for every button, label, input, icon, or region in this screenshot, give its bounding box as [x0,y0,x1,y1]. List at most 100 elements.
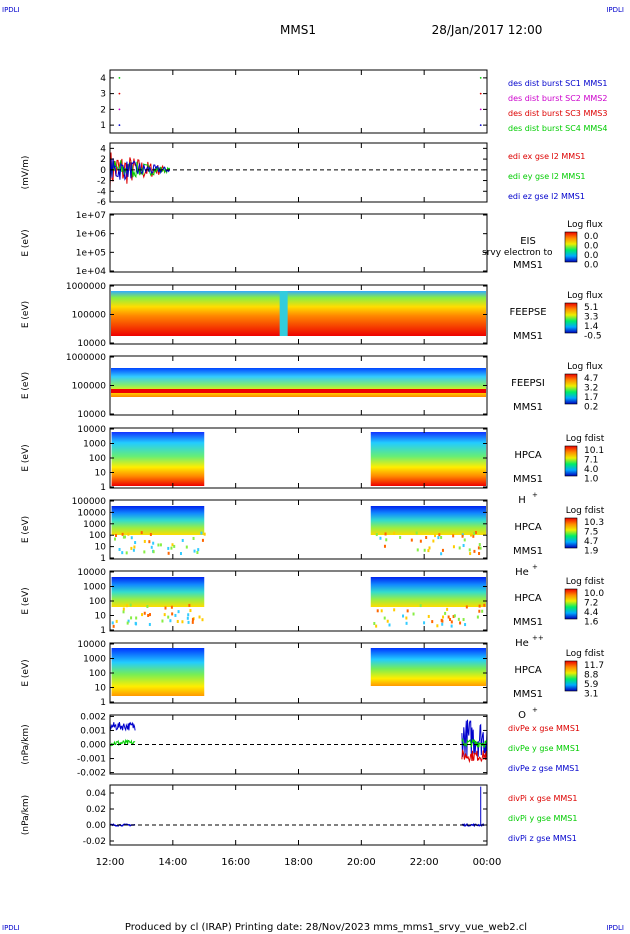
hpca_hepp-spectrogram-pixel [450,624,453,628]
hpca_he-spectrogram-pixel [384,532,387,536]
hpca_he-spectrogram-pixel [474,531,477,535]
hpca_hepp-spectrogram-pixel [436,624,439,628]
footer-credit: Produced by cl (IRAP) Printing date: 28/… [125,922,527,933]
hpca_he-spectrogram-pixel [472,534,475,538]
feepse-colorbar-value: 5.1 [584,303,598,313]
hpca_o-species-charge: + [532,706,538,714]
hpca_he-colorbar-value: 7.5 [584,528,598,538]
feepse-ytick-label: 100000 [72,311,107,321]
divpe-series-1 [109,738,136,747]
hpca_o-colorbar [564,660,578,692]
eis-overlay-text: srvy electron to [482,248,553,258]
feepsi-ytick-label: 100000 [72,382,107,392]
eis-ylabel: E (eV) [21,229,31,256]
divpi-legend-entry: divPi z gse MMS1 [508,834,577,843]
hpca_he-spectrogram-pixel [143,539,146,543]
hpca_he-spectrogram-pixel [462,544,465,548]
hpca_hepp-spectrogram-pixel [462,618,465,622]
hpca_he-spectrogram-pixel [393,531,396,535]
spacecraft-title: MMS1 [280,23,316,37]
divpe-series-0 [109,721,136,732]
feepsi-colorbar-title: Log flux [567,362,603,372]
hpca_hepp-spectrogram-pixel [478,604,481,608]
x-tick-label: 14:00 [158,857,187,868]
hpca_hepp-spectrogram-pixel [444,611,447,615]
hpca_hepp-spectrogram-pixel [402,614,405,618]
burst-ytick-label: 1 [100,121,106,131]
hpca_he-ytick-label: 100 [89,531,106,541]
hpca_hepp-spectrogram-pixel [125,604,128,608]
hpca_he-spectrogram-pixel [452,545,455,549]
hpca_hepp-spectrogram-pixel [171,612,174,616]
hpca_hepp-spectrogram-pixel [376,609,379,613]
burst-legend-entry: des dist burst SC3 MMS3 [508,109,607,118]
hpca_he-spectrogram-pixel [121,532,124,536]
hpca_hepp-spectrogram-pixel [161,619,164,623]
feepsi-colorbar-value: 1.7 [584,393,598,403]
hpca_he-spectrogram-pixel [185,545,188,549]
hpca_he-species-charge: + [532,563,538,571]
hpca_he-spectrogram-pixel [152,541,155,545]
hpca_hepp-spectrogram-pixel [459,621,462,625]
hpca_hepp-spectrogram-pixel [449,617,452,621]
edi-ytick-label: -2 [97,177,106,187]
feepsi-instrument-sc: MMS1 [513,402,543,413]
hpca_hepp-spectrogram-pixel [453,614,456,618]
hpca_o-instrument-sc: MMS1 [513,689,543,700]
hpca_hepp-spectrogram-pixel [191,618,194,622]
hpca_he-spectrogram-pixel [385,538,388,542]
hpca_hepp-spectrogram-pixel [393,608,396,612]
hpca_hepp-colorbar-value: 10.0 [584,589,604,599]
divpi-ylabel: (nPa/km) [21,795,31,835]
divpi-ytick-label: -0.02 [83,837,106,847]
hpca_hepp-spectrogram-pixel [187,620,190,624]
hpca_hepp-spectrogram-pixel [148,622,151,626]
hpca_he-spectrogram-pixel [173,544,176,548]
hpca_he-spectrogram-pixel [440,552,443,556]
feepsi-low-energy-band [111,389,486,393]
x-tick-label: 00:00 [473,857,502,868]
hpca_he-spectrogram-pixel [130,536,133,540]
hpca_hepp-species-charge: ++ [532,634,544,642]
hpca_hepp-spectrogram-pixel [135,622,138,626]
hpca_h-colorbar-value: 10.1 [584,446,604,456]
hpca_he-spectrogram-pixel [150,545,153,549]
hpca_hepp-spectrogram-pixel [465,605,468,609]
hpca_he-spectrogram-pixel [123,535,126,539]
hpca_o-ytick-label: 1 [100,698,106,708]
hpca_he-colorbar-value: 1.9 [584,547,599,557]
feepse-ylabel: E (eV) [21,301,31,328]
hpca_he-spectrogram-pixel [437,536,440,540]
divpe-ytick-label: -0.002 [77,769,106,779]
feepse-colorbar [564,302,578,334]
hpca_he-spectrogram-2 [370,506,486,535]
hpca_hepp-ytick-label: 10000 [77,568,106,578]
hpca_hepp-spectrogram-pixel [170,605,173,609]
x-tick-label: 22:00 [410,857,439,868]
hpca_hepp-spectrogram-pixel [186,616,189,620]
divpi-ytick-label: 0.04 [86,789,106,799]
hpca_h-ylabel: E (eV) [21,444,31,471]
hpca_he-instrument-sc: MMS1 [513,546,543,557]
edi-series-2 [109,158,171,183]
divpe-series-3 [461,749,488,764]
eis-ytick-label: 1e+06 [76,230,107,240]
hpca_hepp-spectrogram-pixel [412,612,415,616]
hpca_he-spectrogram-pixel [179,552,182,556]
hpca_he-spectrogram-pixel [419,539,422,543]
hpca_hepp-spectrogram-pixel [440,618,443,622]
hpca_he-spectrogram-pixel [479,546,482,550]
edi-legend-entry: edi ez gse l2 MMS1 [508,192,585,201]
hpca_hepp-spectrogram-pixel [198,615,201,619]
eis-colorbar-value: 0.0 [584,242,599,252]
hpca_he-ytick-label: 10 [95,543,107,553]
burst-legend-entry: des dist burst SC4 MMS4 [508,124,607,133]
hpca_hepp-instrument-name: HPCA [514,593,542,604]
feepsi-ylabel: E (eV) [21,372,31,399]
hpca_he-spectrogram-pixel [425,535,428,539]
hpca_hepp-colorbar-value: 4.4 [584,608,599,618]
hpca_o-colorbar-value: 5.9 [584,680,599,690]
hpca_hepp-spectrogram-pixel [457,617,460,621]
edi-ytick-label: -6 [97,198,106,208]
